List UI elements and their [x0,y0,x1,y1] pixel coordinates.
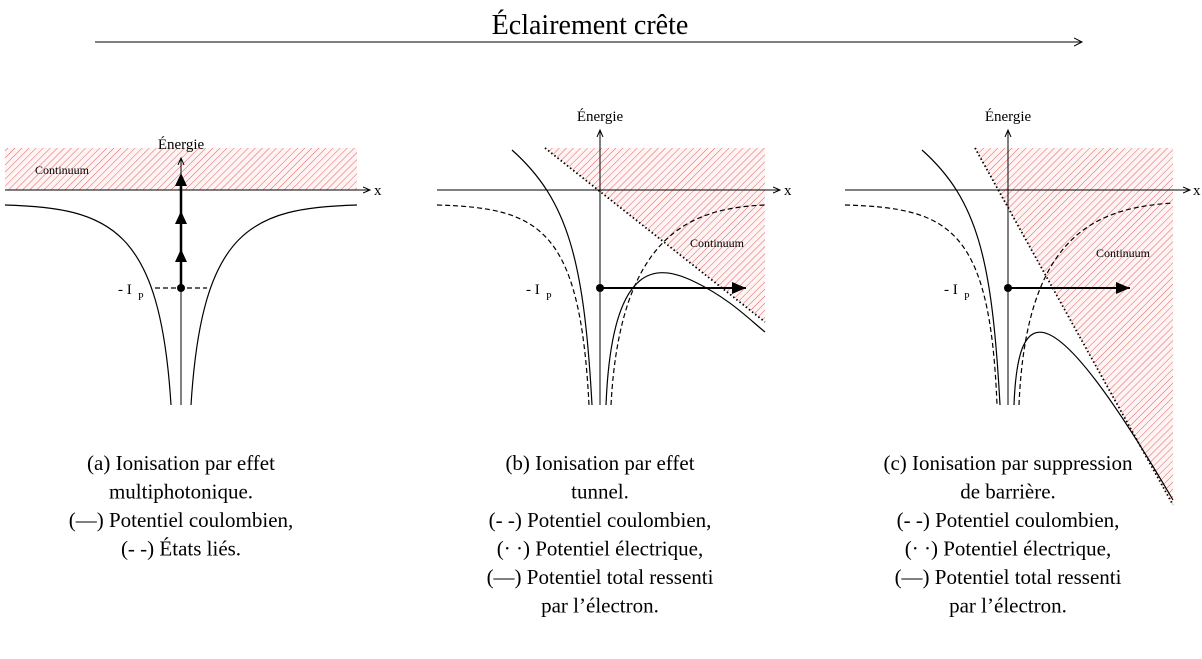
caption-line: (· ·) Potentiel électrique, [905,537,1111,561]
level-subscript: P [138,292,144,303]
caption-line: (—) Potentiel total ressenti [487,565,714,589]
level-label: - I [944,282,958,298]
y-axis-label: Énergie [985,108,1032,125]
region-label: Continuum [1096,246,1151,260]
captions: (a) Ionisation par effet multiphotonique.… [69,451,1133,618]
total-potential [921,149,1001,406]
caption-line: par l’électron. [541,594,659,618]
caption-line: (b) Ionisation par effet [505,451,694,475]
coulomb [436,204,590,406]
level-subscript: P [546,292,552,303]
total-potential [511,149,593,406]
coulomb [610,204,766,406]
x-axis-label: x [1193,183,1201,199]
caption-line: (—) Potentiel total ressenti [895,565,1122,589]
coulomb [844,204,998,406]
region-label: Continuum [35,163,90,177]
level-label: - I [526,282,540,298]
electron [177,284,185,292]
caption-line: (· ·) Potentiel électrique, [497,537,703,561]
coulomb [190,204,358,406]
caption-line: (- -) États liés. [121,537,241,561]
total-potential [1013,331,1174,501]
caption-line: de barrière. [960,480,1056,504]
caption-line: (- -) Potentiel coulombien, [897,508,1120,532]
caption-line: multiphotonique. [109,480,253,504]
level-label: - I [118,282,132,298]
total-potential [605,272,766,406]
photon-heads [175,173,187,262]
x-axis-label: x [374,183,382,199]
title: Éclairement crête [492,10,689,41]
caption-line: (—) Potentiel coulombien, [69,508,294,532]
y-axis-label: Énergie [158,136,205,153]
caption-line: (- -) Potentiel coulombien, [489,508,712,532]
level-subscript: P [964,292,970,303]
coulomb [1018,202,1174,406]
caption-line: tunnel. [571,480,629,504]
caption-line: (c) Ionisation par suppression [883,451,1133,475]
panel-c: Continuum x Énergie - I P [844,108,1201,506]
electron [596,284,604,292]
caption-line: (a) Ionisation par effet [87,451,275,475]
caption-line: par l’électron. [949,594,1067,618]
electron [1004,284,1012,292]
x-axis-label: x [784,183,792,199]
panel-b: Continuum x Énergie - I P [436,108,792,406]
coulomb [4,204,172,406]
y-axis-label: Énergie [577,108,624,125]
panel-a: Continuum x Énergie - I P [4,136,382,406]
region-label: Continuum [690,236,745,250]
electric-potential [544,147,766,323]
